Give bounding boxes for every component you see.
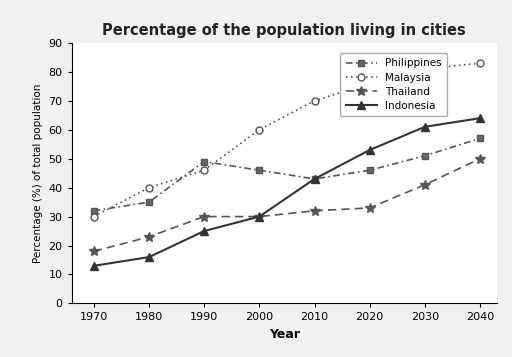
Thailand (146, 235, 152, 239)
Philippines (311, 177, 317, 181)
Title: Percentage of the population living in cities: Percentage of the population living in c… (102, 22, 466, 37)
Indonesia (367, 148, 373, 152)
Line: Philippines: Philippines (90, 135, 483, 214)
Thailand (91, 249, 97, 253)
Philippines (201, 160, 207, 164)
Thailand (256, 215, 262, 219)
Indonesia (311, 177, 317, 181)
Malaysia (91, 215, 97, 219)
Indonesia (201, 229, 207, 233)
Indonesia (477, 116, 483, 120)
Thailand (311, 208, 317, 213)
Legend: Philippines, Malaysia, Thailand, Indonesia: Philippines, Malaysia, Thailand, Indones… (340, 53, 447, 116)
Line: Malaysia: Malaysia (90, 60, 483, 220)
Malaysia (146, 186, 152, 190)
Line: Indonesia: Indonesia (90, 114, 484, 270)
Y-axis label: Percentage (%) of total population: Percentage (%) of total population (33, 84, 43, 263)
Indonesia (146, 255, 152, 259)
Philippines (256, 168, 262, 172)
Indonesia (422, 125, 428, 129)
Philippines (477, 136, 483, 141)
Thailand (422, 182, 428, 187)
Malaysia (422, 67, 428, 71)
Thailand (477, 156, 483, 161)
Malaysia (311, 99, 317, 103)
Malaysia (367, 81, 373, 86)
X-axis label: Year: Year (269, 328, 300, 341)
Line: Thailand: Thailand (89, 154, 485, 256)
Malaysia (477, 61, 483, 65)
Indonesia (256, 215, 262, 219)
Philippines (91, 208, 97, 213)
Philippines (422, 154, 428, 158)
Indonesia (91, 264, 97, 268)
Philippines (146, 200, 152, 204)
Thailand (201, 215, 207, 219)
Thailand (367, 206, 373, 210)
Malaysia (256, 127, 262, 132)
Philippines (367, 168, 373, 172)
Malaysia (201, 168, 207, 172)
